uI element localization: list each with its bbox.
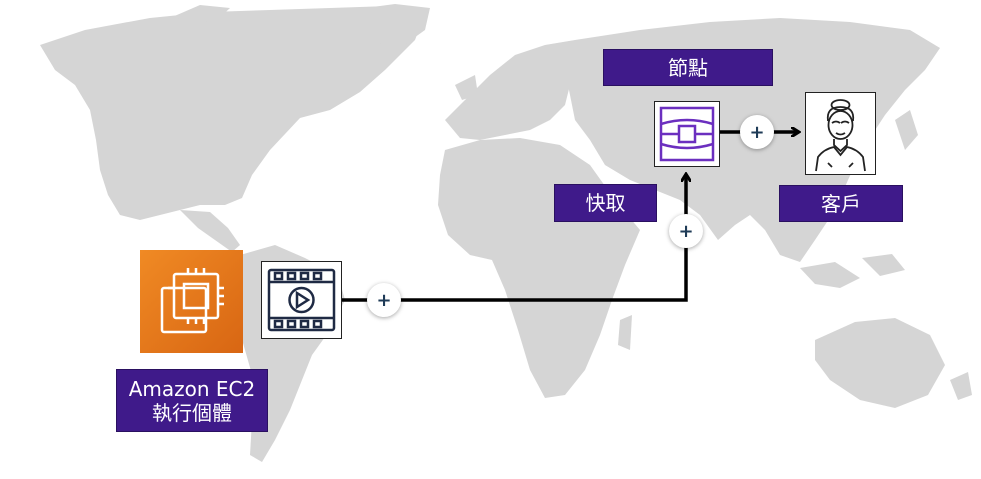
ec2-instance-icon bbox=[140, 250, 243, 353]
plus-icon-cache-client: + bbox=[740, 115, 774, 149]
plus-icon-vertical: + bbox=[669, 214, 703, 248]
ec2-label-line1: Amazon EC2 bbox=[128, 376, 256, 401]
central-america bbox=[180, 210, 240, 252]
video-file-icon bbox=[261, 261, 342, 339]
greenland bbox=[350, 4, 430, 48]
plus-icon-horizontal: + bbox=[367, 283, 401, 317]
north-america bbox=[40, 6, 425, 220]
cache-node-icon bbox=[654, 101, 720, 167]
ec2-label-line2: 執行個體 bbox=[152, 400, 232, 425]
client-label: 客戶 bbox=[779, 185, 903, 222]
europe bbox=[445, 40, 600, 140]
ec2-instance-label: Amazon EC2 執行個體 bbox=[116, 369, 268, 432]
australia bbox=[815, 318, 945, 408]
cache-label: 快取 bbox=[554, 184, 657, 222]
node-label: 節點 bbox=[603, 49, 773, 86]
client-user-icon bbox=[805, 92, 876, 175]
